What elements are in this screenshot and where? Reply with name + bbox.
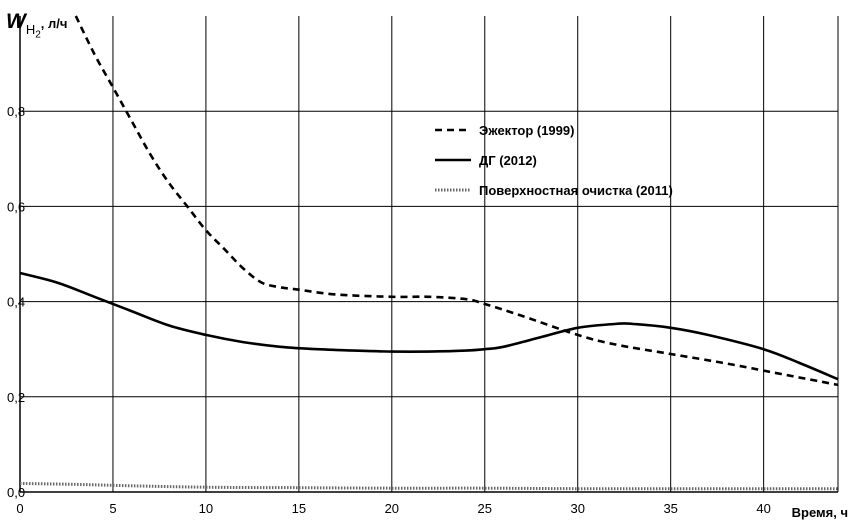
grid-lines: [20, 16, 838, 492]
y-tick-label: 0,8: [7, 104, 25, 119]
x-tick-label: 35: [663, 501, 677, 516]
x-tick-label: 40: [756, 501, 770, 516]
y-axis-symbol: W: [6, 10, 26, 33]
series-ejector-line: [74, 15, 839, 387]
x-tick-label: 20: [385, 501, 399, 516]
x-tick-label: 5: [109, 501, 116, 516]
series-surface-cleaning-line: [19, 481, 838, 491]
x-tick-label: 0: [16, 501, 23, 516]
y-tick-label: 0,4: [7, 295, 25, 310]
axes: [19, 16, 839, 493]
series-lines: [19, 15, 839, 491]
legend-item-ejector: Эжектор (1999): [479, 123, 574, 138]
y-tick-label: 0,0: [7, 485, 25, 500]
series-dg-line: [19, 271, 839, 381]
y-tick-labels: 0,0 0,2 0,4 0,6 0,8: [7, 104, 25, 500]
x-tick-labels: 0 5 10 15 20 25 30 35 40: [16, 501, 770, 516]
y-axis-label: WH2, л/ч: [6, 10, 67, 41]
x-tick-label: 30: [570, 501, 584, 516]
legend-item-dg: ДГ (2012): [479, 153, 537, 168]
x-axis-label: Время, ч: [792, 505, 848, 520]
y-tick-label: 0,6: [7, 199, 25, 214]
y-axis-subscript: H2: [25, 22, 41, 41]
y-axis-unit: , л/ч: [40, 16, 68, 31]
x-tick-label: 25: [478, 501, 492, 516]
x-tick-label: 10: [199, 501, 213, 516]
y-tick-label: 0,2: [7, 390, 25, 405]
legend-item-surface-cleaning: Поверхностная очистка (2011): [479, 183, 673, 198]
x-tick-label: 15: [292, 501, 306, 516]
legend: Эжектор (1999) ДГ (2012) Поверхностная очи…: [435, 123, 673, 198]
